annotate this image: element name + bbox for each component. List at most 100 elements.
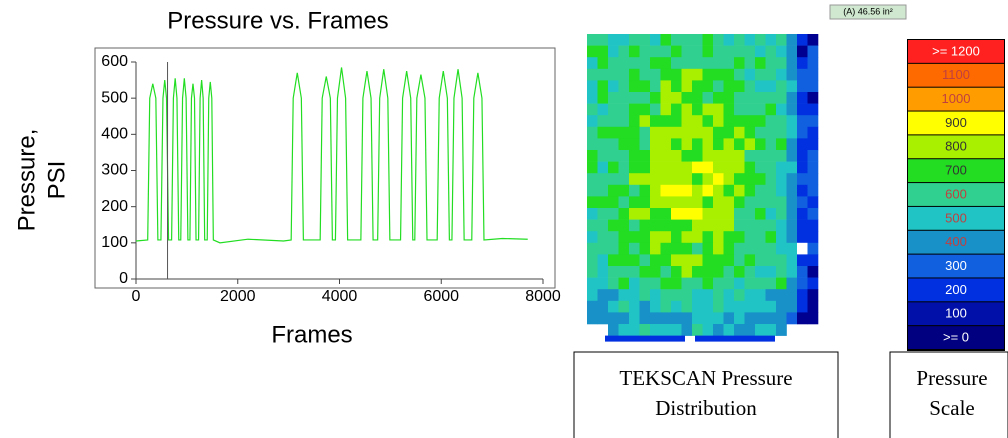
map-cell [681, 289, 693, 302]
map-cell [786, 45, 798, 58]
map-cell [807, 312, 819, 325]
map-cell [786, 208, 798, 220]
map-cell [681, 45, 693, 58]
map-cell [776, 196, 787, 209]
scale-label: 500 [945, 210, 967, 225]
y-tick-label: 100 [101, 234, 128, 251]
map-cell [681, 277, 693, 290]
map-cell [681, 138, 693, 151]
map-cell [776, 92, 787, 104]
map-cell [671, 196, 682, 209]
map-cell [786, 312, 798, 325]
map-cell [744, 196, 756, 209]
map-cell [650, 126, 661, 139]
map-cell [618, 324, 630, 336]
map-cell [807, 266, 819, 278]
map-cell [660, 277, 672, 290]
map-cell [723, 289, 735, 302]
map-cell [618, 266, 630, 278]
map-cell [597, 68, 609, 81]
map-cell [692, 126, 703, 139]
map-cell [639, 324, 651, 336]
map-cell [723, 184, 735, 197]
map-cell [618, 150, 630, 162]
map-cell [608, 266, 619, 278]
map-cell [587, 161, 598, 174]
x-tick-label: 0 [132, 288, 141, 305]
pressure-map [587, 34, 819, 342]
map-cell [776, 68, 787, 81]
map-cell [713, 173, 724, 186]
map-cell [692, 57, 703, 70]
map-cell [671, 254, 682, 267]
map-cell [807, 184, 819, 197]
map-cell [618, 68, 630, 81]
map-cell [723, 208, 735, 220]
scale-swatch [908, 183, 1004, 206]
map-cell [786, 196, 798, 209]
map-cell [597, 184, 609, 197]
map-cell [671, 312, 682, 325]
area-label-box [829, 4, 907, 20]
map-cell [723, 196, 735, 209]
map-cell [618, 92, 630, 104]
map-cell [660, 103, 672, 116]
map-cell [776, 289, 787, 302]
map-cell [608, 103, 619, 116]
map-cell [702, 103, 714, 116]
map-cell [765, 34, 777, 46]
map-cell [681, 184, 693, 197]
map-cell [618, 57, 630, 70]
map-cell [681, 300, 693, 313]
map-cell [744, 254, 756, 267]
map-cell [723, 126, 735, 139]
map-cell [744, 138, 756, 151]
scale-label: 900 [945, 115, 967, 130]
map-cell [597, 242, 609, 255]
map-cell [776, 208, 787, 220]
map-cell [597, 196, 609, 209]
map-cell [660, 80, 672, 93]
map-cell [618, 289, 630, 302]
map-cell [755, 92, 766, 104]
map-cell [629, 138, 640, 151]
map-cell [755, 126, 766, 139]
map-cell [786, 300, 798, 313]
map-cell [681, 231, 693, 244]
map-cell [629, 80, 640, 93]
map-cell [713, 57, 724, 70]
map-cell [671, 103, 682, 116]
map-cell [734, 57, 745, 70]
map-cell [765, 219, 777, 232]
map-cell [671, 92, 682, 104]
map-cell [650, 231, 661, 244]
map-cell [587, 208, 598, 220]
map-cell [723, 242, 735, 255]
map-cell [692, 103, 703, 116]
map-cell [629, 173, 640, 186]
map-cell [608, 184, 619, 197]
map-cell [765, 45, 777, 58]
y-axis-label: PSI [43, 161, 70, 200]
scale-swatch [908, 278, 1004, 302]
map-cell [713, 208, 724, 220]
map-cell [797, 312, 808, 325]
map-cell [744, 173, 756, 186]
map-cell [744, 34, 756, 46]
map-cell [650, 45, 661, 58]
map-cell [660, 92, 672, 104]
map-cell [629, 115, 640, 128]
map-cell [660, 300, 672, 313]
map-cell [618, 242, 630, 255]
map-cell [807, 45, 819, 58]
map-cell [608, 289, 619, 302]
map-cell [702, 242, 714, 255]
map-cell [755, 103, 766, 116]
map-cell [650, 300, 661, 313]
map-cell [597, 115, 609, 128]
map-cell [797, 196, 808, 209]
map-cell [629, 92, 640, 104]
map-cell [597, 254, 609, 267]
map-cell [744, 45, 756, 58]
